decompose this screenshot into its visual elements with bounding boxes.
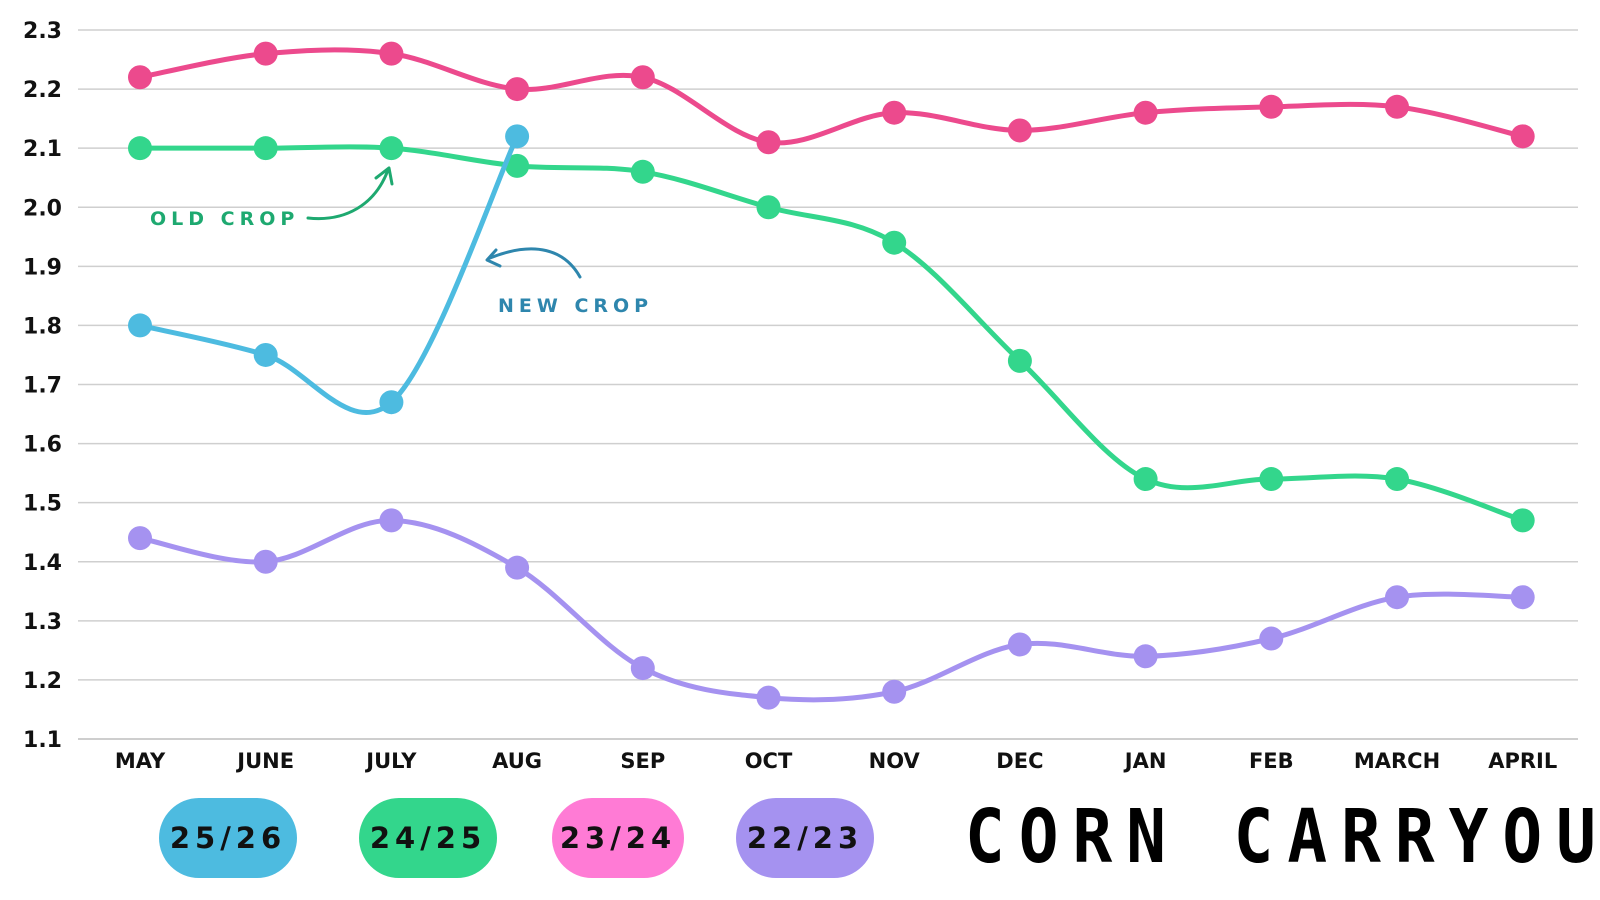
- data-point-22-23: [1510, 585, 1535, 610]
- legend-item-23-24: 23/24: [552, 798, 684, 878]
- data-point-24-25: [253, 136, 278, 161]
- data-point-23-24: [505, 77, 530, 102]
- data-point-23-24: [882, 100, 907, 125]
- data-point-23-24: [630, 65, 655, 90]
- data-point-22-23: [1259, 626, 1284, 651]
- new-crop-arrow: [488, 247, 582, 279]
- old-crop-label: OLD CROP: [150, 208, 299, 230]
- y-tick-label: 1.7: [23, 374, 62, 399]
- x-tick-label: AUG: [492, 749, 542, 773]
- series-line-23-24: [137, 47, 1526, 146]
- data-point-22-23: [882, 679, 907, 704]
- data-point-23-24: [128, 65, 152, 90]
- new-crop-arrowhead: [485, 248, 502, 268]
- data-point-24-25: [882, 230, 907, 255]
- data-point-24-25: [1385, 467, 1409, 492]
- data-point-25-26: [128, 313, 152, 338]
- x-tick-label: NOV: [869, 749, 921, 773]
- y-tick-label: 2.3: [23, 19, 62, 44]
- y-tick-label: 1.5: [23, 492, 62, 517]
- y-tick-label: 1.2: [23, 669, 62, 694]
- data-point-23-24: [1133, 100, 1158, 125]
- y-tick-label: 1.8: [23, 314, 62, 339]
- data-point-22-23: [505, 555, 530, 580]
- y-tick-label: 2.0: [23, 196, 62, 221]
- old-crop-arrowhead: [374, 166, 394, 186]
- legend-item-24-25: 24/25: [359, 798, 497, 878]
- data-point-22-23: [1385, 585, 1409, 610]
- data-point-24-25: [379, 136, 404, 161]
- data-point-23-24: [756, 130, 781, 155]
- data-point-25-26: [505, 124, 530, 149]
- x-tick-label: SEP: [620, 749, 665, 773]
- series-22-23: [128, 508, 1535, 710]
- y-tick-label: 1.4: [23, 551, 62, 576]
- series-25-26: [128, 124, 530, 415]
- data-point-24-25: [1259, 467, 1284, 492]
- series-23-24: [128, 41, 1535, 155]
- y-tick-label: 1.9: [23, 255, 62, 280]
- data-point-22-23: [1007, 632, 1032, 657]
- x-tick-label: OCT: [745, 749, 793, 773]
- data-point-22-23: [128, 526, 152, 551]
- data-point-24-25: [630, 159, 655, 184]
- data-point-23-24: [379, 41, 404, 66]
- data-point-24-25: [1510, 508, 1535, 533]
- x-axis-ticks: MAY JUNE JULY AUG SEP OCT NOV DEC JAN FEB MARCH APR…: [115, 749, 1557, 773]
- data-point-23-24: [1259, 94, 1284, 119]
- chart-title: CORN CARRYOUT: [965, 792, 1600, 880]
- old-crop-arrow: [306, 168, 390, 221]
- x-tick-label: APRIL: [1488, 749, 1557, 773]
- data-point-22-23: [756, 685, 781, 710]
- y-tick-label: 2.2: [23, 78, 62, 103]
- y-tick-label: 1.3: [23, 610, 62, 635]
- data-point-22-23: [630, 656, 655, 681]
- data-point-24-25: [756, 195, 781, 220]
- grid-lines: [78, 29, 1578, 740]
- data-point-23-24: [1385, 94, 1409, 119]
- data-point-24-25: [1133, 467, 1158, 492]
- data-point-24-25: [128, 136, 152, 161]
- data-point-25-26: [253, 342, 278, 367]
- new-crop-label: NEW CROP: [498, 295, 653, 317]
- data-point-23-24: [253, 41, 278, 66]
- x-tick-label: MAY: [115, 749, 166, 773]
- series-line-25-26: [137, 133, 520, 415]
- x-tick-label: JAN: [1123, 749, 1167, 773]
- data-point-23-24: [1007, 118, 1032, 143]
- x-tick-label: FEB: [1249, 749, 1294, 773]
- x-tick-label: JULY: [364, 749, 417, 773]
- data-point-25-26: [379, 390, 404, 415]
- series-line-22-23: [137, 517, 1526, 703]
- y-tick-label: 1.1: [23, 728, 62, 753]
- series-line-24-25: [137, 144, 1526, 523]
- data-point-24-25: [505, 153, 530, 178]
- y-tick-label: 2.1: [23, 137, 62, 162]
- x-tick-label: MARCH: [1354, 749, 1440, 773]
- x-tick-label: JUNE: [235, 749, 294, 773]
- legend-item-25-26: 25/26: [159, 798, 297, 878]
- data-point-22-23: [1133, 644, 1158, 669]
- data-point-22-23: [379, 508, 404, 533]
- data-point-23-24: [1510, 124, 1535, 149]
- data-point-22-23: [253, 549, 278, 574]
- y-axis-ticks: 2.3 2.2 2.1 2.0 1.9 1.8 1.7 1.6 1.5 1.4 1.3 1.2 1.1: [23, 19, 62, 753]
- y-tick-label: 1.6: [23, 433, 62, 458]
- series-24-25: [128, 136, 1535, 533]
- legend-item-22-23: 22/23: [736, 798, 874, 878]
- data-point-24-25: [1007, 348, 1032, 373]
- series-layer: [128, 41, 1535, 710]
- x-tick-label: DEC: [996, 749, 1043, 773]
